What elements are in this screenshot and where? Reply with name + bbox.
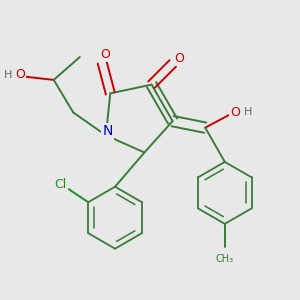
Text: Cl: Cl <box>54 178 67 191</box>
Text: N: N <box>102 124 113 138</box>
Text: H: H <box>4 70 12 80</box>
Text: O: O <box>100 48 110 61</box>
Text: O: O <box>16 68 26 82</box>
Text: H: H <box>243 107 252 117</box>
Text: O: O <box>174 52 184 65</box>
Text: CH₃: CH₃ <box>216 254 234 264</box>
Text: O: O <box>230 106 240 118</box>
